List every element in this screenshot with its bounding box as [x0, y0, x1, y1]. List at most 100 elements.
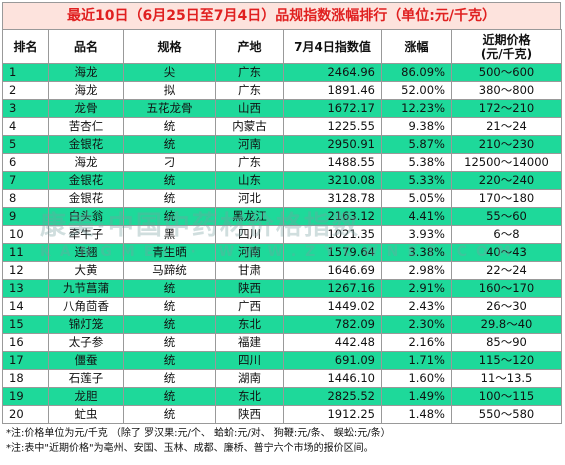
table-body: 1 海龙尖广东 2464.96 86.09% 500～600 2 海龙拟广东 1891.46 5…: [2, 63, 562, 424]
cell-index: 1672.17: [283, 99, 382, 118]
cell-origin: 广东: [215, 153, 284, 172]
cell-index: 1488.55: [283, 153, 382, 172]
cell-name: 大黄: [48, 261, 124, 280]
cell-price: 160～170: [451, 279, 562, 298]
cell-index: 1267.16: [283, 279, 382, 298]
cell-name: 虻虫: [48, 405, 124, 424]
table-row: 14 八角茴香统广西 1449.02 2.43% 26～30: [2, 297, 562, 316]
table-row: 3 龙骨 五花龙骨 山西 1672.17 12.23% 172～210: [2, 99, 562, 118]
cell-index: 2163.12: [283, 207, 382, 226]
cell-name: 僵蚕: [48, 351, 124, 370]
cell-price: 40～43: [451, 243, 562, 262]
header-change: 涨幅: [381, 29, 452, 64]
cell-price: 29.8～40: [451, 315, 562, 334]
cell-rank: 8: [2, 189, 49, 208]
cell-change: 1.48%: [381, 405, 452, 424]
cell-index: 782.09: [283, 315, 382, 334]
cell-origin: 福建: [215, 333, 284, 352]
cell-rank: 16: [2, 333, 49, 352]
cell-name: 金银花: [48, 135, 124, 154]
cell-price: 115～120: [451, 351, 562, 370]
header-origin: 产地: [215, 29, 284, 64]
table-row: 12 大黄 马蹄统 甘肃 1646.69 2.98% 22～24: [2, 261, 562, 280]
cell-rank: 17: [2, 351, 49, 370]
cell-price: 22～24: [451, 261, 562, 280]
table-row: 8 金银花统河北 3128.78 5.05% 170～180: [2, 189, 562, 208]
cell-origin: 广东: [215, 63, 284, 82]
cell-index: 1446.10: [283, 369, 382, 388]
cell-name: 八角茴香: [48, 297, 124, 316]
cell-index: 1225.55: [283, 117, 382, 136]
table-row: 1 海龙尖广东 2464.96 86.09% 500～600: [2, 63, 562, 82]
cell-name: 龙骨: [48, 99, 124, 118]
cell-name: 海龙: [48, 63, 124, 82]
cell-origin: 四川: [215, 351, 284, 370]
cell-rank: 1: [2, 63, 49, 82]
cell-change: 5.38%: [381, 153, 452, 172]
cell-price: 21～24: [451, 117, 562, 136]
cell-index: 2950.91: [283, 135, 382, 154]
cell-index: 1021.35: [283, 225, 382, 244]
cell-change: 1.71%: [381, 351, 452, 370]
footnote: *注:价格单位为元/千克 （除了 罗汉果:元/个、 蛤蚧:元/对、 狗鞭:元/条…: [6, 428, 391, 439]
cell-origin: 东北: [215, 315, 284, 334]
ranking-sheet: 最近10日（6月25日至7月4日）品规指数涨幅排行（单位:元/千克） 排名 品名…: [2, 2, 562, 456]
cell-index: 2464.96: [283, 63, 382, 82]
table-row: 18 石莲子统湖南 1446.10 1.60% 11～13.5: [2, 369, 562, 388]
cell-name: 海龙: [48, 153, 124, 172]
cell-index: 1891.46: [283, 81, 382, 100]
cell-name: 海龙: [48, 81, 124, 100]
cell-spec: 统: [123, 351, 216, 370]
cell-spec: 刁: [123, 153, 216, 172]
cell-name: 金银花: [48, 171, 124, 190]
cell-index: 1646.69: [283, 261, 382, 280]
cell-price: 85～90: [451, 333, 562, 352]
cell-rank: 6: [2, 153, 49, 172]
cell-origin: 东北: [215, 387, 284, 406]
cell-change: 1.60%: [381, 369, 452, 388]
cell-index: 442.48: [283, 333, 382, 352]
cell-spec: 拟: [123, 81, 216, 100]
header-spec: 规格: [123, 29, 216, 64]
cell-origin: 山东: [215, 171, 284, 190]
cell-origin: 河南: [215, 135, 284, 154]
footnote: *注:表中"近期价格"为亳州、安国、玉林、成都、廉桥、普宁六个市场的报价区间。: [6, 443, 374, 454]
cell-index: 1579.64: [283, 243, 382, 262]
cell-spec: 统: [123, 171, 216, 190]
cell-change: 3.38%: [381, 243, 452, 262]
cell-price: 210～230: [451, 135, 562, 154]
cell-price: 12500～14000: [451, 153, 562, 172]
cell-change: 5.87%: [381, 135, 452, 154]
table-row: 17 僵蚕统四川 691.09 1.71% 115～120: [2, 351, 562, 370]
cell-rank: 14: [2, 297, 49, 316]
cell-origin: 黑龙江: [215, 207, 284, 226]
table-row: 2 海龙拟广东 1891.46 52.00% 380～800: [2, 81, 562, 100]
cell-spec: 统: [123, 189, 216, 208]
cell-rank: 5: [2, 135, 49, 154]
table-row: 7 金银花统山东 3210.08 5.33% 220～240: [2, 171, 562, 190]
cell-name: 石莲子: [48, 369, 124, 388]
cell-name: 九节菖蒲: [48, 279, 124, 298]
cell-spec: 统: [123, 117, 216, 136]
cell-name: 苦杏仁: [48, 117, 124, 136]
cell-spec: 统: [123, 387, 216, 406]
cell-change: 5.05%: [381, 189, 452, 208]
footnotes: *注:价格单位为元/千克 （除了 罗汉果:元/个、 蛤蚧:元/对、 狗鞭:元/条…: [2, 426, 561, 456]
cell-spec: 五花龙骨: [123, 99, 216, 118]
table-row: 5 金银花统河南 2950.91 5.87% 210～230: [2, 135, 562, 154]
cell-rank: 12: [2, 261, 49, 280]
cell-spec: 统: [123, 369, 216, 388]
cell-price: 26～30: [451, 297, 562, 316]
cell-origin: 广西: [215, 297, 284, 316]
cell-index: 691.09: [283, 351, 382, 370]
cell-change: 2.16%: [381, 333, 452, 352]
cell-price: 170～180: [451, 189, 562, 208]
cell-rank: 18: [2, 369, 49, 388]
table-row: 19 龙胆统东北 2825.52 1.49% 100～115: [2, 387, 562, 406]
cell-price: 6～8: [451, 225, 562, 244]
cell-change: 9.38%: [381, 117, 452, 136]
cell-change: 5.33%: [381, 171, 452, 190]
cell-origin: 湖南: [215, 369, 284, 388]
cell-spec: 统: [123, 405, 216, 424]
cell-spec: 统: [123, 297, 216, 316]
